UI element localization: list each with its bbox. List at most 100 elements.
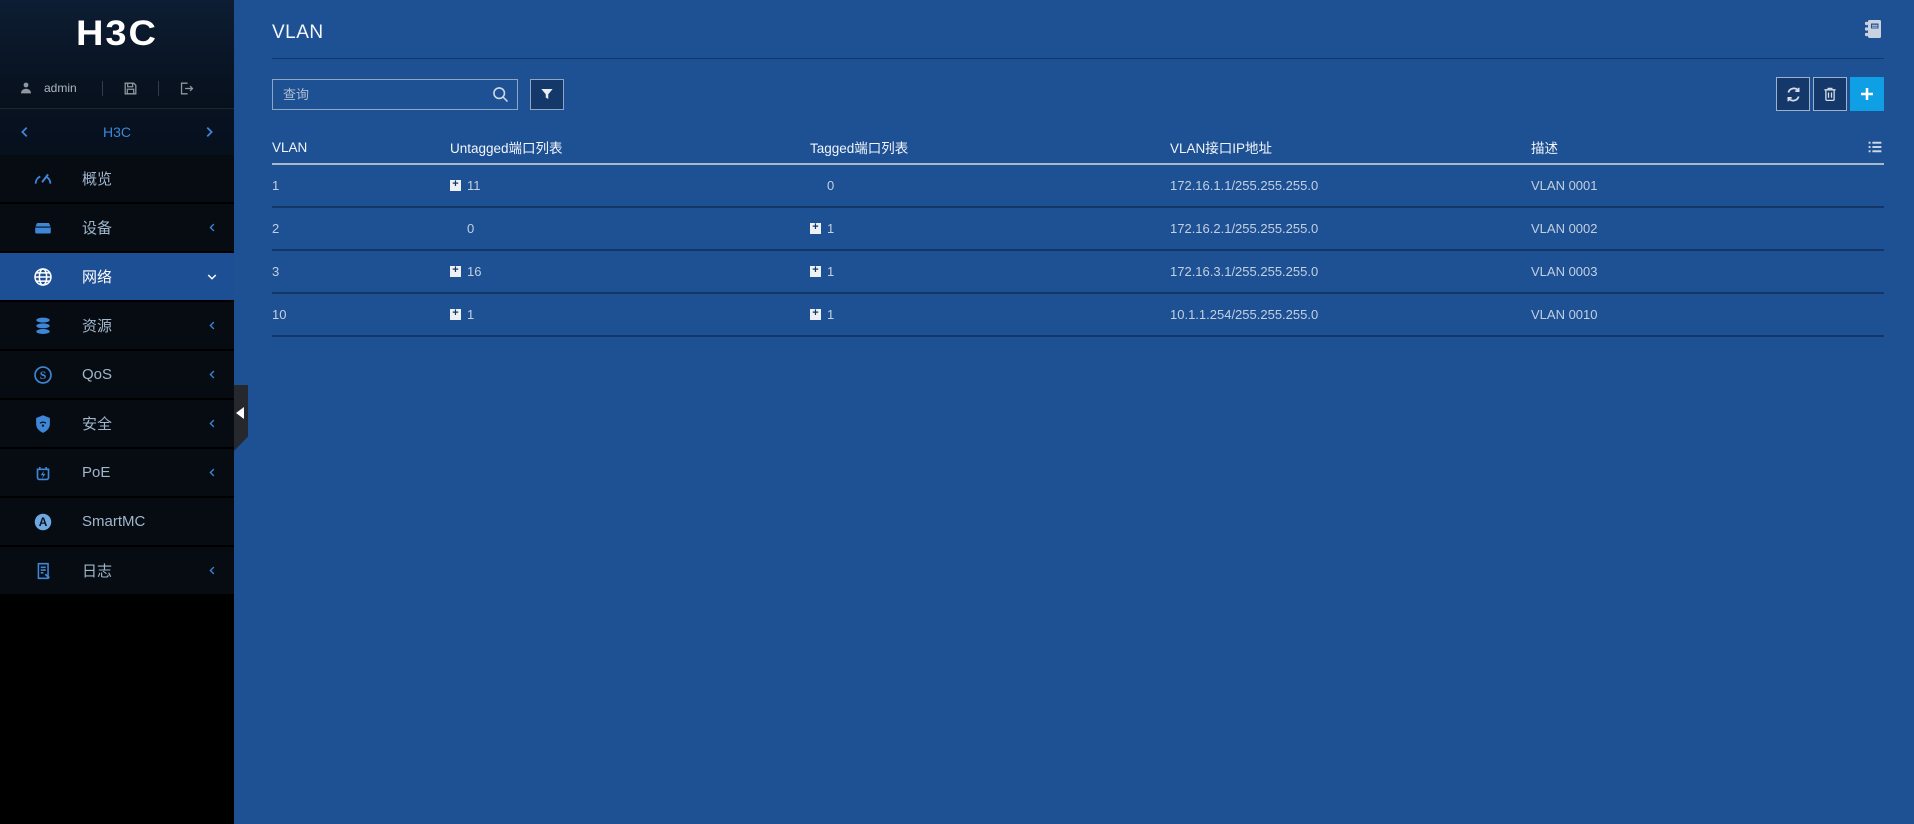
context-nav: H3C <box>0 109 234 155</box>
cell-tagged: 0 <box>810 178 1170 193</box>
untagged-count: 0 <box>467 221 475 236</box>
cell-desc: VLAN 0003 <box>1531 264 1598 279</box>
table-row[interactable]: 2 0 + 1 172.16.2.1/255.255.255.0 VLAN 00… <box>272 208 1884 251</box>
table-actions <box>1776 77 1884 111</box>
funnel-icon <box>539 86 555 102</box>
nav-context-title: H3C <box>102 124 131 140</box>
delete-button[interactable] <box>1813 77 1847 111</box>
plus-icon <box>1858 85 1876 103</box>
divider <box>272 58 1884 59</box>
untagged-count: 11 <box>467 178 481 193</box>
shield-icon <box>30 413 56 435</box>
cell-tagged: + 1 <box>810 307 1170 322</box>
cell-vlan: 1 <box>272 178 280 193</box>
cell-ip: 172.16.1.1/255.255.255.0 <box>1170 178 1319 193</box>
sidebar-item-smartmc[interactable]: A SmartMC <box>0 498 234 547</box>
refresh-button[interactable] <box>1776 77 1810 111</box>
save-config-icon[interactable] <box>122 80 139 97</box>
expand-icon[interactable]: + <box>450 308 461 320</box>
page-title: VLAN <box>272 22 324 43</box>
sidebar-item-network[interactable]: 网络 <box>0 253 234 302</box>
sidebar-item-label: 资源 <box>82 318 113 335</box>
user-bar: admin <box>0 68 234 108</box>
tagged-count: 0 <box>827 178 835 193</box>
table-row[interactable]: 1 + 11 0 172.16.1.1/255.255.255.0 VLAN 0… <box>272 165 1884 208</box>
filter-button[interactable] <box>530 78 564 110</box>
device-icon <box>30 217 56 239</box>
column-header-vlan[interactable]: VLAN <box>272 139 308 155</box>
sidebar: H3C admin H3C <box>0 0 234 824</box>
sidebar-item-security[interactable]: 安全 <box>0 400 234 449</box>
cell-ip: 10.1.1.254/255.255.255.0 <box>1170 307 1319 322</box>
chevron-left-icon <box>207 467 218 478</box>
sidebar-item-qos[interactable]: S QoS <box>0 351 234 400</box>
column-settings-icon[interactable] <box>1840 138 1884 156</box>
svg-text:S: S <box>40 368 47 382</box>
search-wrap <box>272 78 518 110</box>
cell-untagged: + 11 <box>450 178 810 193</box>
search-input[interactable] <box>272 78 518 110</box>
cell-untagged: + 1 <box>450 307 810 322</box>
toolbar <box>272 77 1884 111</box>
column-header-tagged[interactable]: Tagged端口列表 <box>810 141 909 156</box>
gauge-icon <box>30 168 56 190</box>
sidebar-item-label: 设备 <box>82 220 113 237</box>
globe-icon <box>30 266 56 288</box>
cell-vlan: 10 <box>272 307 287 322</box>
chevron-left-icon <box>207 369 218 380</box>
sidebar-item-overview[interactable]: 概览 <box>0 155 234 204</box>
tagged-count: 1 <box>827 221 835 236</box>
database-icon <box>30 315 56 337</box>
expand-icon[interactable]: + <box>810 222 821 234</box>
brand-logo: H3C <box>0 0 234 68</box>
chevron-left-icon <box>207 320 218 331</box>
sidebar-item-label: 概览 <box>82 171 113 188</box>
refresh-icon <box>1784 85 1803 104</box>
sidebar-menu: 概览 设备 网络 <box>0 155 234 596</box>
expand-icon[interactable]: + <box>450 265 461 277</box>
table-header-row: VLAN Untagged端口列表 Tagged端口列表 VLAN接口IP地址 … <box>272 131 1884 163</box>
chevron-left-icon <box>207 418 218 429</box>
column-header-ip[interactable]: VLAN接口IP地址 <box>1170 141 1273 156</box>
journal-icon[interactable] <box>1860 16 1886 42</box>
sidebar-item-log[interactable]: 日志 <box>0 547 234 596</box>
sidebar-item-label: 日志 <box>82 563 113 580</box>
chevron-down-icon <box>206 271 218 283</box>
chevron-left-icon <box>207 222 218 233</box>
cell-ip: 172.16.2.1/255.255.255.0 <box>1170 221 1319 236</box>
nav-back-icon[interactable] <box>18 125 32 139</box>
cell-vlan: 3 <box>272 264 280 279</box>
cell-ip: 172.16.3.1/255.255.255.0 <box>1170 264 1319 279</box>
cell-tagged: + 1 <box>810 264 1170 279</box>
expand-icon[interactable]: + <box>810 265 821 277</box>
sidebar-item-resources[interactable]: 资源 <box>0 302 234 351</box>
table-row[interactable]: 3 + 16 + 1 172.16.3.1/255.255.255.0 VLAN… <box>272 251 1884 294</box>
nav-forward-icon[interactable] <box>202 125 216 139</box>
table-row[interactable]: 10 + 1 + 1 10.1.1.254/255.255.255.0 VLAN… <box>272 294 1884 337</box>
sidebar-collapse-handle[interactable] <box>234 385 248 451</box>
cell-desc: VLAN 0001 <box>1531 178 1598 193</box>
vlan-table: VLAN Untagged端口列表 Tagged端口列表 VLAN接口IP地址 … <box>272 131 1884 337</box>
search-icon[interactable] <box>490 84 511 105</box>
log-icon <box>30 560 56 582</box>
add-button[interactable] <box>1850 77 1884 111</box>
collapse-arrow-icon <box>236 407 244 419</box>
logout-icon[interactable] <box>178 80 195 97</box>
sidebar-item-device[interactable]: 设备 <box>0 204 234 253</box>
svg-text:A: A <box>39 515 48 529</box>
trash-icon <box>1821 85 1839 103</box>
main-content: VLAN <box>234 0 1914 824</box>
expand-icon[interactable]: + <box>810 308 821 320</box>
column-header-desc[interactable]: 描述 <box>1531 141 1558 156</box>
sidebar-item-poe[interactable]: PoE <box>0 449 234 498</box>
column-header-untagged[interactable]: Untagged端口列表 <box>450 141 563 156</box>
untagged-count: 1 <box>467 307 475 322</box>
divider <box>157 80 159 96</box>
user-icon <box>18 80 34 96</box>
divider <box>0 108 234 109</box>
divider <box>101 80 103 96</box>
expand-icon[interactable]: + <box>450 179 461 191</box>
h3c-logo: H3C <box>75 14 159 53</box>
cell-desc: VLAN 0002 <box>1531 221 1598 236</box>
